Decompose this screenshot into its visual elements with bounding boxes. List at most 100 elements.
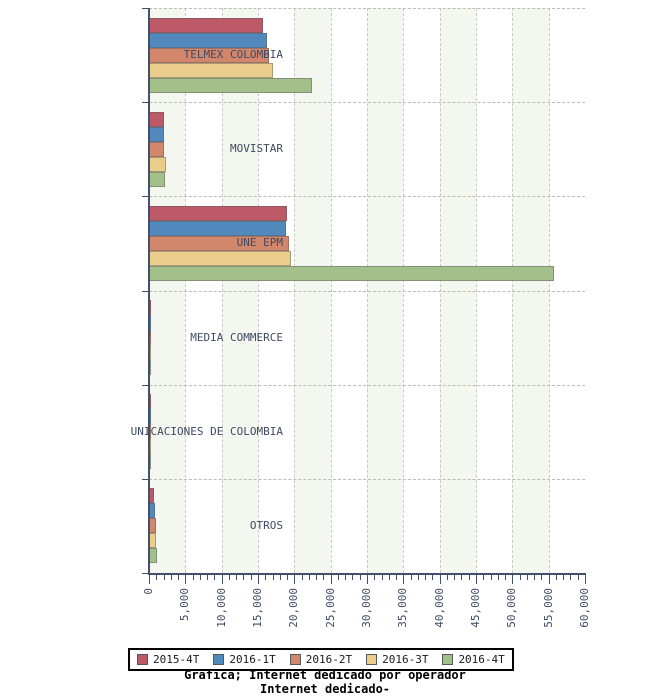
x-tick-minor [497, 575, 499, 580]
x-tick-minor [243, 575, 245, 580]
gridline-vertical [367, 8, 368, 573]
x-tick-label: 35,000 [396, 588, 410, 628]
x-tick-minor [396, 575, 398, 580]
y-tick [142, 8, 149, 9]
x-tick-minor [410, 575, 412, 580]
x-tick-minor [337, 575, 339, 580]
x-tick-label: 10,000 [214, 588, 228, 628]
x-tick-minor [388, 575, 390, 580]
legend-item[interactable]: 2016-1T [213, 653, 276, 666]
x-tick-minor [287, 575, 289, 580]
x-tick-minor [156, 575, 158, 580]
x-tick-minor [214, 575, 216, 580]
x-tick-minor [468, 575, 470, 580]
chart-title: Grafica; Internet dedicado por operador [184, 668, 466, 682]
gridline-horizontal [149, 291, 585, 292]
legend-item[interactable]: 2016-3T [366, 653, 428, 666]
y-tick [142, 196, 149, 197]
x-tick-label: 15,000 [251, 588, 264, 628]
y-tick [142, 385, 149, 386]
y-category-label: UNICACIONES DE COLOMBIA [130, 424, 283, 438]
y-category-label: UNE EPM [236, 236, 283, 250]
legend-label: 2016-4T [458, 653, 505, 666]
gridline-vertical [548, 8, 550, 573]
x-tick-minor [432, 575, 434, 580]
x-tick-minor [359, 575, 361, 580]
x-tick-label: 0 [142, 588, 155, 595]
y-tick [142, 291, 149, 292]
legend-label: 2015-4T [153, 653, 200, 666]
gridline-vertical [185, 8, 187, 573]
x-tick-minor [381, 575, 383, 580]
x-tick-minor [228, 575, 230, 580]
x-tick-label: 45,000 [469, 588, 482, 628]
x-tick-label: 20,000 [287, 588, 301, 628]
gridline-vertical [476, 8, 477, 573]
y-tick [142, 479, 149, 480]
x-tick-major [548, 575, 550, 584]
chart-legend[interactable]: 2015-4T 2016-1T 2016-2T 2016-3T 2016-4T [128, 648, 514, 671]
x-tick-minor [163, 575, 165, 580]
gridline-horizontal [149, 196, 585, 197]
x-tick-major [258, 575, 259, 584]
x-tick-minor [454, 575, 456, 580]
x-tick-major [221, 575, 223, 584]
gridline-vertical [512, 8, 514, 573]
x-tick-minor [570, 575, 572, 580]
y-category-label: MOVISTAR [230, 142, 283, 156]
gridline-vertical [258, 8, 259, 573]
x-tick-major [294, 575, 296, 584]
x-tick-label: 30,000 [360, 588, 373, 628]
x-tick-minor [483, 575, 485, 580]
legend-item[interactable]: 2016-4T [442, 653, 505, 666]
x-tick-minor [374, 575, 376, 580]
x-tick-minor [563, 575, 565, 580]
chart-subtitle: Internet dedicado- [259, 682, 391, 696]
legend-label: 2016-2T [305, 653, 353, 666]
x-tick-major [330, 575, 332, 584]
gridline-horizontal [149, 479, 585, 480]
x-tick-minor [207, 575, 209, 580]
x-tick-label: 55,000 [541, 588, 555, 628]
x-tick-major [185, 575, 187, 584]
x-tick-major [512, 575, 514, 584]
x-tick-major [585, 575, 586, 584]
y-category-label: MEDIA COMMERCE [190, 330, 283, 344]
x-tick-minor [199, 575, 201, 580]
x-tick-minor [265, 575, 267, 580]
x-tick-minor [279, 575, 281, 580]
legend-item[interactable]: 2015-4T [137, 653, 199, 666]
x-tick-label: 40,000 [432, 588, 446, 628]
x-tick-major [367, 575, 368, 584]
legend-swatch-icon [213, 654, 225, 665]
gridline-horizontal [149, 8, 585, 9]
x-tick-label: 25,000 [323, 588, 337, 628]
y-category-label: OTROS [249, 518, 283, 532]
x-tick-minor [519, 575, 521, 580]
legend-label: 2016-3T [382, 653, 429, 666]
x-tick-minor [505, 575, 507, 580]
x-tick-major [403, 575, 405, 584]
legend-item[interactable]: 2016-2T [289, 653, 353, 666]
gridline-horizontal [149, 385, 585, 386]
x-tick-minor [446, 575, 448, 580]
legend-label: 2016-1T [229, 653, 276, 666]
x-tick-minor [425, 575, 427, 580]
x-tick-minor [534, 575, 536, 580]
x-tick-minor [461, 575, 463, 580]
gridline-vertical [294, 8, 296, 573]
x-tick-major [439, 575, 441, 584]
x-tick-label: 5,000 [178, 588, 192, 622]
x-tick-label: 50,000 [505, 588, 519, 628]
gridline-vertical [221, 8, 223, 573]
x-tick-minor [541, 575, 543, 580]
x-tick-minor [316, 575, 318, 580]
gridline-horizontal [149, 102, 585, 103]
x-tick-minor [490, 575, 492, 580]
x-tick-major [476, 575, 477, 584]
x-tick-minor [250, 575, 252, 580]
x-tick-minor [272, 575, 274, 580]
x-tick-label: 60,000 [578, 588, 591, 628]
x-tick-minor [236, 575, 238, 580]
